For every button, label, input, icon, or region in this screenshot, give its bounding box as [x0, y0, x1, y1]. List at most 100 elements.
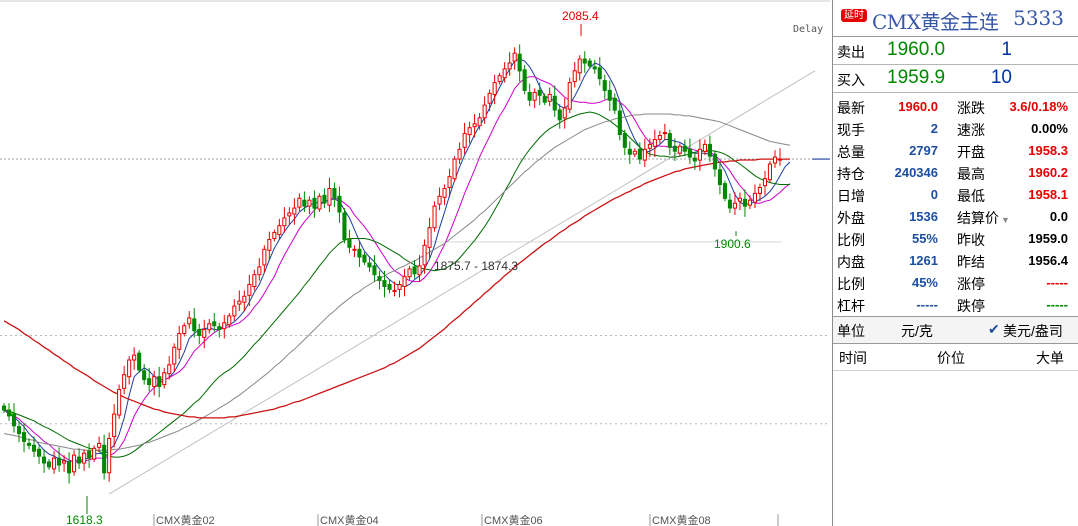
unit-label: 单位 [837, 323, 865, 339]
candle [647, 138, 652, 158]
quote-stats: 最新 1960.0 涨跌 3.6/0.18% 现手 2 速涨 0.00% 总量 2797 开盘 1… [833, 93, 1078, 317]
candle [42, 449, 47, 473]
candle-body [732, 202, 738, 209]
candle [687, 138, 692, 164]
unit-usd-ounce[interactable]: 美元/盎司 [1003, 323, 1063, 339]
candle [262, 245, 267, 273]
candle [517, 44, 522, 82]
candle [87, 443, 92, 468]
candle [587, 58, 592, 69]
candle-body [717, 169, 723, 186]
candle-body [132, 354, 137, 361]
candle-body [337, 195, 342, 213]
candle [122, 365, 127, 395]
candle [32, 436, 37, 458]
candle-body [497, 75, 502, 83]
col-price: 价位 [937, 350, 965, 366]
candle [592, 60, 597, 74]
bid-row[interactable]: 买入 1959.9 10 [833, 65, 1078, 93]
candle-body [657, 135, 662, 140]
candle [682, 139, 687, 157]
candle-body [382, 280, 387, 288]
trendline [108, 70, 816, 495]
candle-body [67, 461, 72, 474]
candle [437, 187, 442, 211]
candle-body [327, 188, 332, 206]
candle [778, 148, 783, 166]
candle [102, 434, 107, 480]
candle-body [472, 123, 477, 128]
candle-body [222, 322, 227, 330]
candle-body [387, 284, 392, 290]
unit-row: 单位 元/克 ✔ 美元/盎司 [833, 317, 1078, 344]
candle-body [292, 207, 297, 215]
candle [577, 55, 582, 81]
candle [147, 367, 152, 392]
candle-body [757, 187, 763, 194]
candle-body [667, 133, 672, 148]
candle [192, 308, 197, 338]
candle [252, 269, 257, 291]
candle-body [582, 58, 587, 64]
candle-body [312, 197, 317, 209]
candle [337, 186, 342, 223]
instrument-name: CMX黄金主连 [872, 10, 999, 34]
candle [737, 192, 743, 211]
candle-body [527, 91, 532, 101]
candle-body [612, 97, 617, 111]
candle-body [572, 70, 577, 83]
candle [607, 80, 612, 112]
candle-body [577, 58, 582, 74]
stat-row: 比例 55% 昨收 1959.0 [833, 228, 1078, 250]
candle [632, 148, 637, 158]
candle-body [587, 60, 592, 67]
candle-body [12, 413, 17, 427]
candle [47, 459, 52, 470]
candle-body [672, 145, 677, 152]
candle [637, 142, 642, 164]
price-chart[interactable]: 2085.4 1618.3 1900.6 1875.7 - 1874.3 CMX黄金0… [0, 0, 830, 526]
candle [62, 455, 67, 472]
ask-label: 卖出 [837, 44, 865, 60]
candle [427, 217, 432, 259]
candle [667, 129, 672, 156]
candle-body [202, 329, 207, 338]
candle [22, 422, 27, 453]
ask-row[interactable]: 卖出 1960.0 1 [833, 37, 1078, 65]
settlement-label[interactable]: 结算价 ▼ [957, 208, 1010, 228]
stat-label: 开盘 [957, 144, 985, 160]
candle-body [22, 432, 27, 442]
candle-body [397, 284, 402, 290]
candle-body [322, 194, 327, 204]
trend-line [108, 70, 816, 495]
candle [512, 47, 517, 70]
candle-body [467, 127, 472, 136]
candle-body [752, 192, 758, 203]
chevron-down-icon[interactable]: ▼ [1001, 215, 1010, 225]
ma-line-ma120 [3, 158, 790, 419]
candle-body [512, 52, 517, 62]
candlestick-chart-svg[interactable]: 2085.4 1618.3 1900.6 1875.7 - 1874.3 CMX黄金0… [0, 0, 830, 526]
candle-body [417, 265, 422, 276]
candle-body [182, 325, 187, 335]
stat-value: 1959.0 [1028, 231, 1068, 246]
candle [507, 52, 512, 76]
candle-body [502, 68, 507, 79]
candle-body [592, 66, 597, 70]
candle [127, 356, 132, 385]
stat-value: ----- [1046, 275, 1068, 290]
unit-cny-gram[interactable]: 元/克 [901, 323, 933, 339]
stat-value: 45% [911, 275, 938, 290]
candle [292, 198, 297, 225]
candle [627, 141, 632, 164]
candle [137, 350, 142, 373]
candle-body [412, 266, 417, 275]
stat-label: 比例 [837, 232, 865, 248]
candle [672, 138, 677, 162]
candle-body [427, 227, 432, 248]
candle-body [702, 143, 708, 152]
range-label: 1875.7 - 1874.3 [434, 259, 518, 273]
candle [187, 311, 192, 329]
stat-row: 现手 2 速涨 0.00% [833, 118, 1078, 140]
candle [297, 193, 302, 212]
